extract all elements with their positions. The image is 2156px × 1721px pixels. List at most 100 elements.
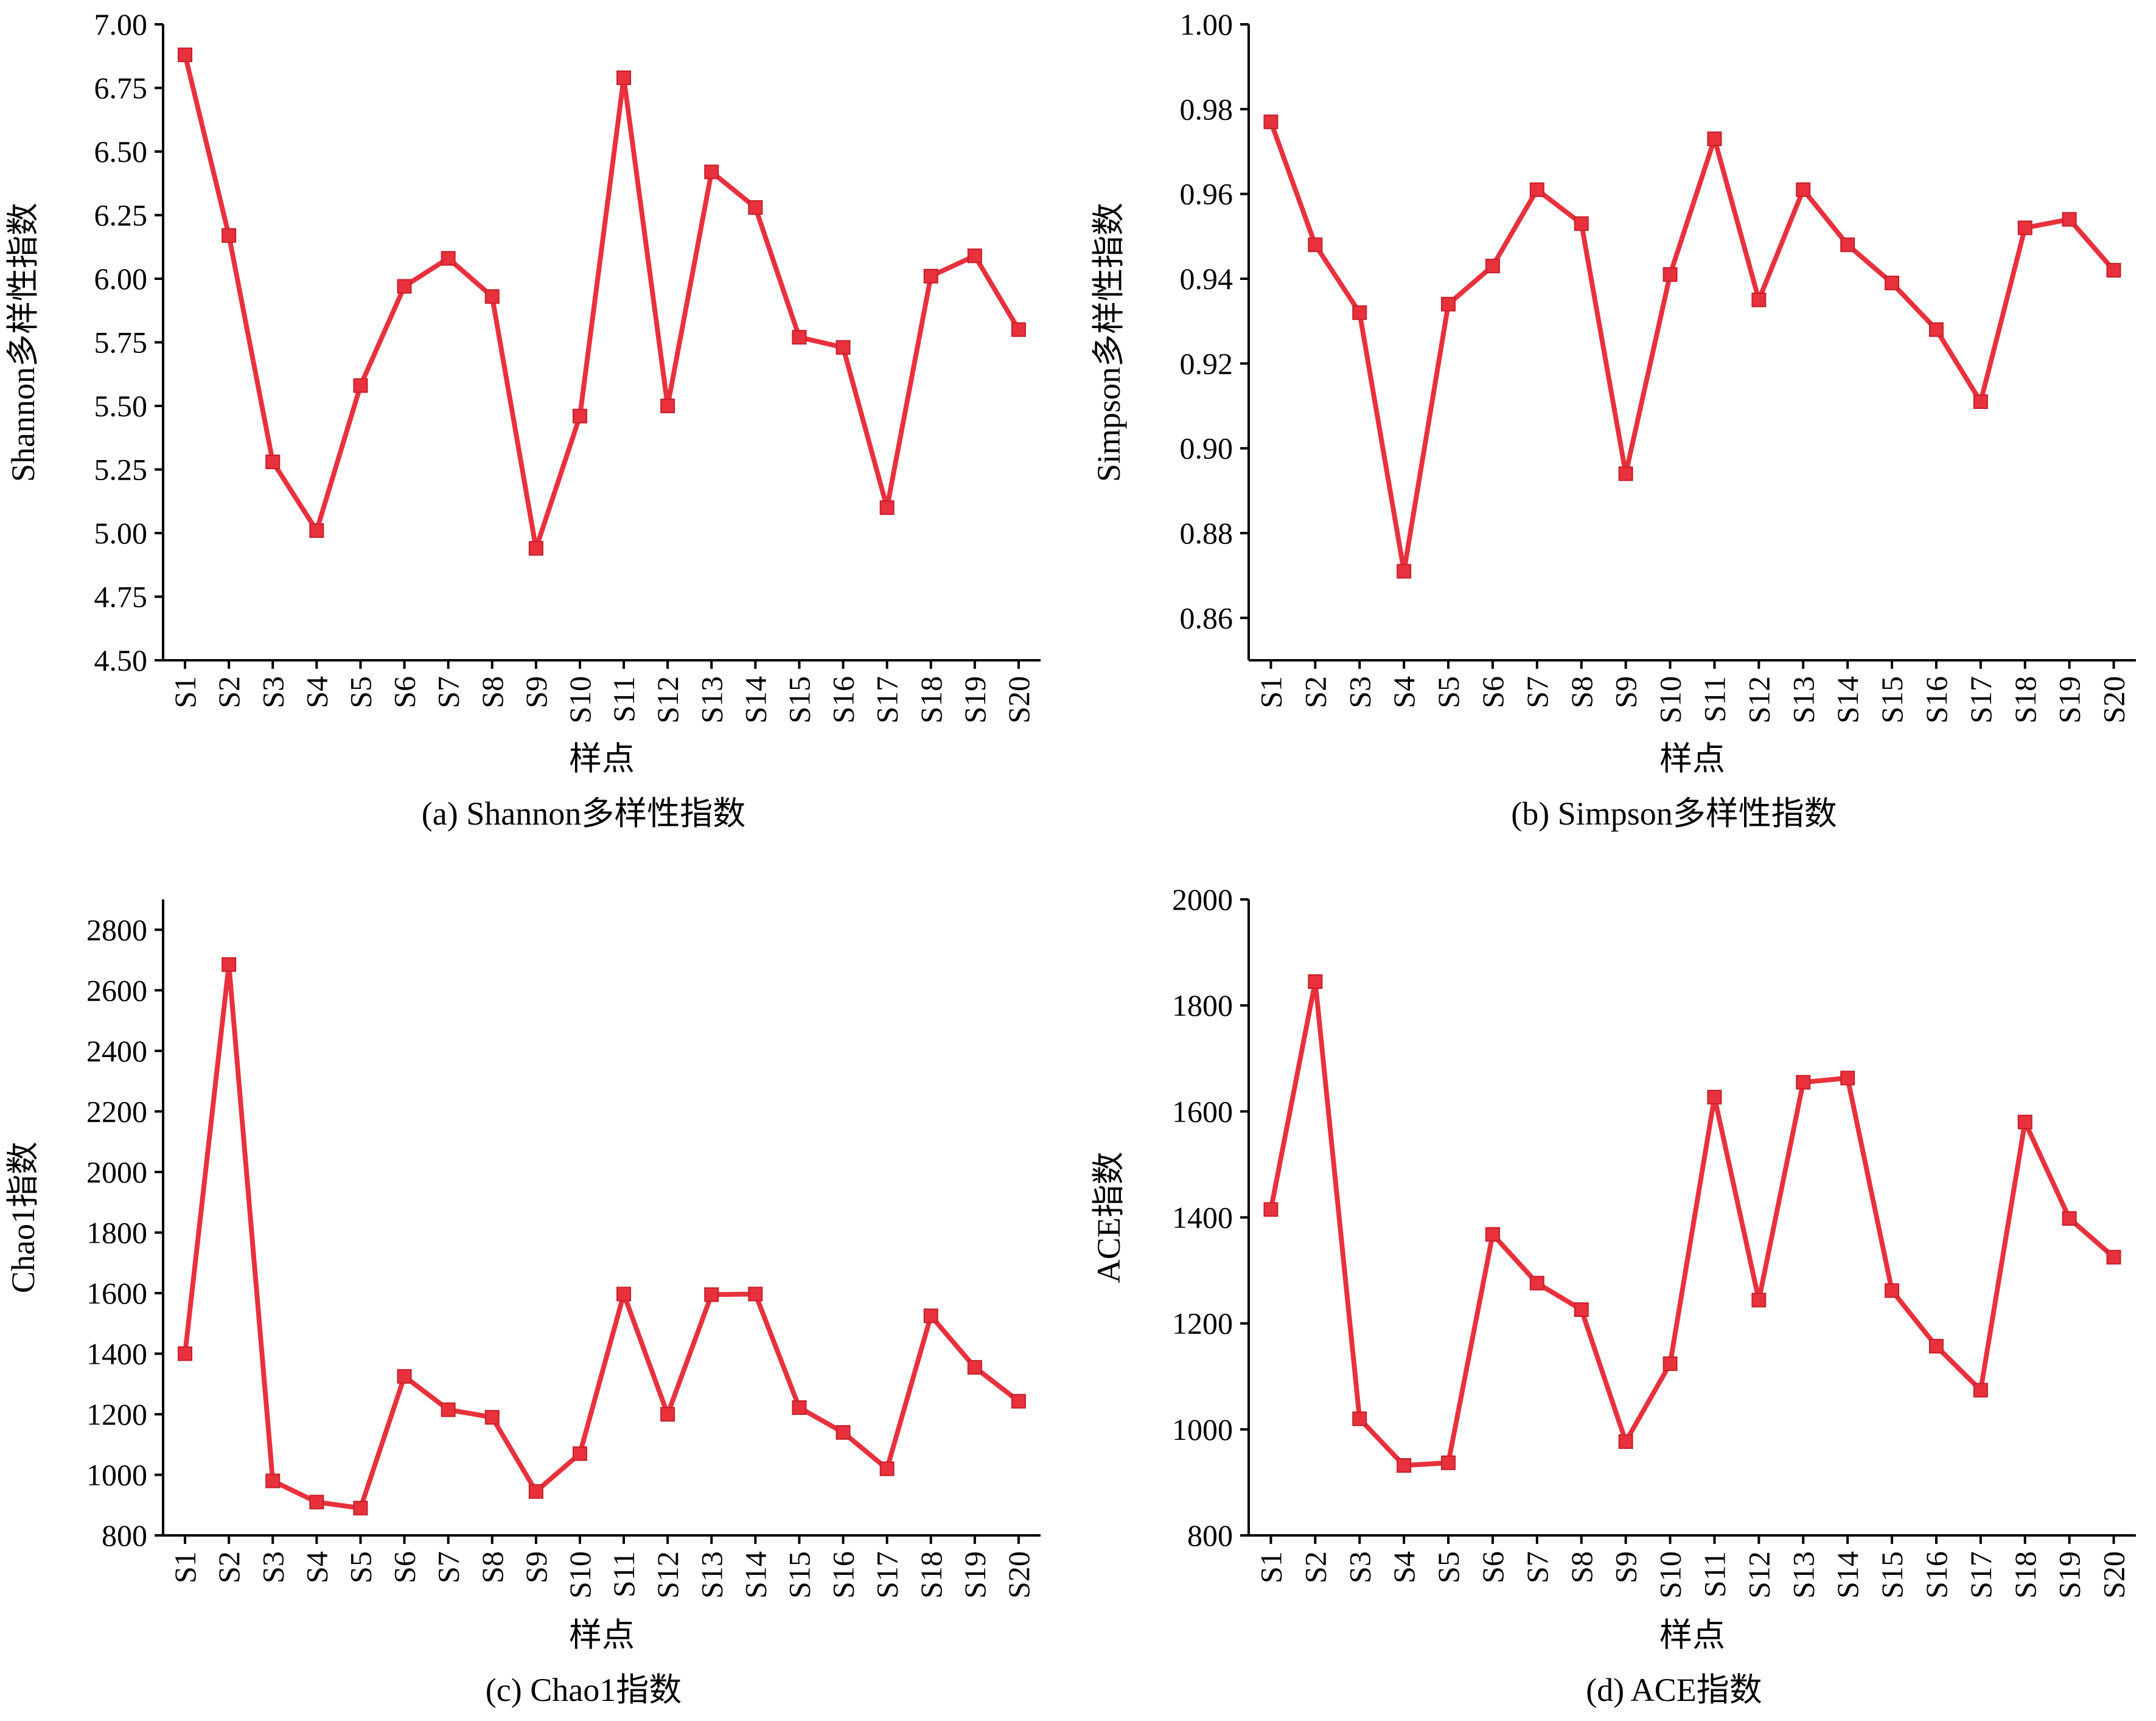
y-tick-label: 2800 [86,913,147,947]
y-tick-label: 5.75 [94,326,148,360]
data-point-marker [572,1446,587,1461]
data-point-marker [1352,305,1367,320]
data-point-marker [1928,322,1944,337]
data-point-marker [397,279,412,294]
data-point-marker [967,1360,982,1375]
x-tick-label: S7 [1520,676,1554,708]
data-point-marker [1840,237,1855,253]
chart-panel-3: 800 1000 1200 1400 1600 1800 2000 2200 2400 2600 2… [5,899,1041,1708]
y-tick-label: 2000 [86,1155,147,1189]
data-point-marker [309,1495,324,1510]
x-tick-label: S15 [782,1551,816,1599]
x-tick-label: S8 [1565,1551,1599,1583]
x-tick-label: S20 [2097,1551,2131,1599]
data-point-marker [1441,1455,1456,1470]
data-point-marker [528,1484,543,1499]
chart-panel-4: 800 1000 1200 1400 1600 1800 2000 S1 S2 S3 S4 S5 S6 S… [1090,882,2136,1708]
data-point-marker [441,251,456,266]
data-point-marker [2106,1249,2121,1265]
data-point-marker [572,408,587,424]
data-point-marker [1011,322,1026,337]
x-tick-label: S12 [651,1551,685,1599]
data-point-marker [309,523,324,538]
x-tick-label: S14 [1830,676,1865,724]
x-tick-label: S15 [1875,676,1909,724]
x-tick-label: S10 [563,676,597,724]
data-point-marker [1885,275,1900,290]
x-tick-label: S11 [607,676,641,722]
data-point-marker [1397,564,1412,579]
data-point-marker [1973,394,1988,410]
data-point-marker [528,541,543,556]
data-point-marker [484,1409,500,1425]
y-tick-label: 0.94 [1180,262,1233,296]
x-tick-label: S11 [1697,1551,1731,1597]
x-tick-label: S13 [1786,676,1820,724]
x-tick-label: S9 [519,1551,553,1583]
y-tick-label: 7.00 [94,7,148,41]
data-point-marker [1352,1411,1367,1426]
y-axis-title: ACE指数 [1090,1152,1127,1283]
x-tick-label: S16 [1919,1551,1953,1599]
y-tick-label: 1200 [86,1397,147,1431]
x-tick-label: S6 [1476,676,1510,708]
x-tick-label: S8 [475,676,509,708]
x-tick-label: S18 [2008,676,2042,724]
y-axis-title: Shannon多样性指数 [5,203,41,482]
data-point-marker [704,164,719,180]
data-point-marker [397,1369,412,1384]
data-point-marker [792,330,807,345]
series-line [183,962,1020,1511]
data-point-marker [1796,1075,1811,1090]
x-tick-label: S13 [694,676,728,724]
x-tick-label: S1 [168,1551,202,1583]
x-tick-label: S6 [1476,1551,1510,1583]
x-axis-title: 样点 [1659,741,1725,777]
y-tick-label: 6.00 [94,262,148,296]
x-tick-label: S19 [2053,676,2087,724]
y-tick-label: 4.75 [94,580,148,614]
x-tick-label: S9 [519,676,553,708]
y-tick-label: 1600 [86,1276,147,1310]
data-point-marker [484,289,500,304]
y-tick-label: 1000 [1172,1412,1233,1447]
x-tick-label: S17 [870,1551,904,1599]
data-point-marker [1308,237,1323,253]
data-point-marker [836,340,851,355]
x-tick-label: S5 [1431,1551,1465,1583]
x-tick-label: S5 [343,676,377,708]
data-point-marker [265,454,281,469]
x-tick-label: S4 [299,1551,333,1583]
data-point-marker [660,1406,675,1422]
y-tick-label: 2000 [1172,882,1233,916]
x-tick-label: S20 [2097,676,2131,724]
series-line [1268,120,2116,574]
chart-caption: (b) Simpson多样性指数 [1511,795,1837,832]
x-tick-label: S19 [958,676,992,724]
x-tick-label: S16 [826,1551,860,1599]
x-tick-label: S2 [1298,676,1332,708]
y-tick-label: 1600 [1172,1094,1233,1128]
x-tick-label: S1 [1254,1551,1288,1583]
data-point-marker [1011,1394,1026,1409]
data-point-marker [1397,1458,1412,1473]
data-point-marker [1662,1356,1678,1371]
x-tick-label: S10 [563,1551,597,1599]
chart-panel-1: 4.50 4.75 5.00 5.25 5.50 5.75 6.00 6.25 6.50 6.75… [5,7,1041,832]
data-point-marker [1308,974,1323,989]
data-point-marker [178,47,193,63]
y-tick-label: 2400 [86,1034,147,1068]
y-tick-label: 5.00 [94,516,148,550]
data-point-marker [1618,1434,1633,1449]
x-tick-label: S14 [738,676,772,724]
x-tick-label: S3 [256,1551,290,1583]
x-tick-label: S7 [431,1551,466,1583]
x-tick-label: S20 [1002,676,1036,724]
x-axis-title: 样点 [1659,1617,1725,1653]
x-tick-label: S10 [1653,1551,1687,1599]
data-point-marker [1973,1383,1988,1398]
x-tick-label: S3 [1342,676,1376,708]
x-tick-label: S10 [1653,676,1687,724]
y-tick-label: 0.96 [1180,177,1233,211]
x-tick-label: S13 [694,1551,728,1599]
